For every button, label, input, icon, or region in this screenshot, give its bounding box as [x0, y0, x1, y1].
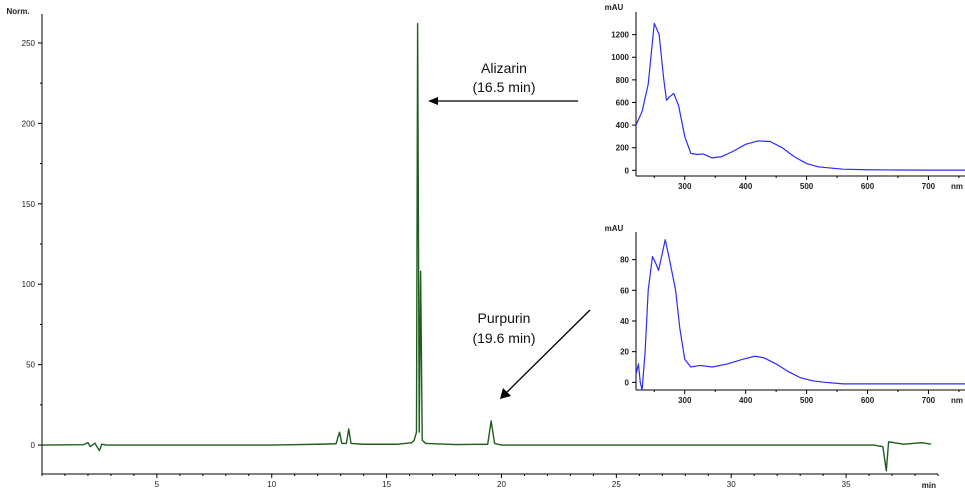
- alizarin-label: Alizarin: [481, 60, 527, 76]
- y-tick-label: 250: [22, 39, 36, 48]
- x-tick-label: 15: [382, 480, 391, 489]
- series-line-0: [635, 239, 965, 391]
- y-axis-label: mAU: [605, 3, 624, 12]
- x-tick-label: 30: [727, 480, 736, 489]
- x-tick-label: 300: [678, 396, 692, 405]
- x-tick-label: 600: [861, 396, 875, 405]
- y-tick-label: 50: [26, 361, 35, 370]
- y-tick-label: 60: [620, 286, 629, 295]
- x-tick-label: 25: [612, 480, 621, 489]
- alizarin-arrow-head: [428, 97, 438, 105]
- y-axis-label: Norm.: [6, 7, 29, 16]
- x-tick-label: 400: [739, 182, 753, 191]
- purpurin-arrow-head: [500, 388, 511, 399]
- x-tick-label: 700: [922, 182, 936, 191]
- purpurin-time-label: (19.6 min): [472, 330, 535, 346]
- y-tick-label: 1000: [611, 53, 629, 62]
- x-tick-label: 20: [497, 480, 506, 489]
- x-tick-label: 300: [678, 182, 692, 191]
- y-tick-label: 0: [625, 166, 630, 175]
- purpurin-arrow-line: [505, 309, 591, 394]
- y-tick-label: 0: [31, 441, 36, 450]
- series-line-0: [635, 22, 965, 171]
- y-tick-label: 150: [22, 200, 36, 209]
- x-tick-label: 35: [842, 480, 851, 489]
- x-tick-label: 600: [861, 182, 875, 191]
- y-tick-label: 200: [22, 119, 36, 128]
- x-tick-label: 400: [739, 396, 753, 405]
- y-axis-label: mAU: [605, 224, 624, 233]
- y-tick-label: 800: [616, 76, 630, 85]
- x-axis-label: nm: [951, 396, 963, 405]
- y-tick-label: 200: [616, 144, 630, 153]
- y-tick-label: 0: [625, 378, 630, 387]
- purpurin-spectrum-inset: 0 20 40 60 80 300 400 500 600 700 mAU nm: [605, 224, 965, 405]
- x-tick-label: 500: [800, 396, 814, 405]
- y-tick-label: 100: [22, 280, 36, 289]
- alizarin-spectrum-inset: 0 200 400 600 800 1000 1200 300 400 500 600 700 mAU n…: [605, 3, 965, 191]
- alizarin-time-label: (16.5 min): [472, 79, 535, 95]
- x-tick-label: 500: [800, 182, 814, 191]
- y-tick-label: 20: [620, 348, 629, 357]
- y-tick-label: 80: [620, 256, 629, 265]
- y-tick-label: 600: [616, 98, 630, 107]
- series-line-0: [41, 22, 932, 472]
- x-axis-label: nm: [951, 182, 963, 191]
- x-axis-label: min: [922, 481, 936, 490]
- x-tick-label: 10: [267, 480, 276, 489]
- purpurin-label: Purpurin: [478, 310, 531, 326]
- x-tick-label: 700: [922, 396, 936, 405]
- y-tick-label: 1200: [611, 31, 629, 40]
- y-tick-label: 400: [616, 121, 630, 130]
- x-tick-label: 5: [155, 480, 160, 489]
- y-tick-label: 40: [620, 317, 629, 326]
